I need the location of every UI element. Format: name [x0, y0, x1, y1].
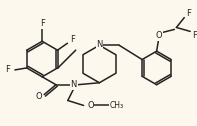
Text: F: F: [70, 35, 75, 44]
Text: N: N: [71, 80, 77, 89]
Text: F: F: [186, 9, 191, 18]
Text: CH₃: CH₃: [110, 101, 124, 110]
Text: O: O: [87, 101, 94, 110]
Text: O: O: [155, 31, 162, 40]
Text: F: F: [6, 65, 10, 74]
Text: F: F: [192, 31, 197, 40]
Text: F: F: [40, 19, 45, 28]
Text: N: N: [96, 40, 103, 49]
Text: O: O: [36, 92, 43, 101]
